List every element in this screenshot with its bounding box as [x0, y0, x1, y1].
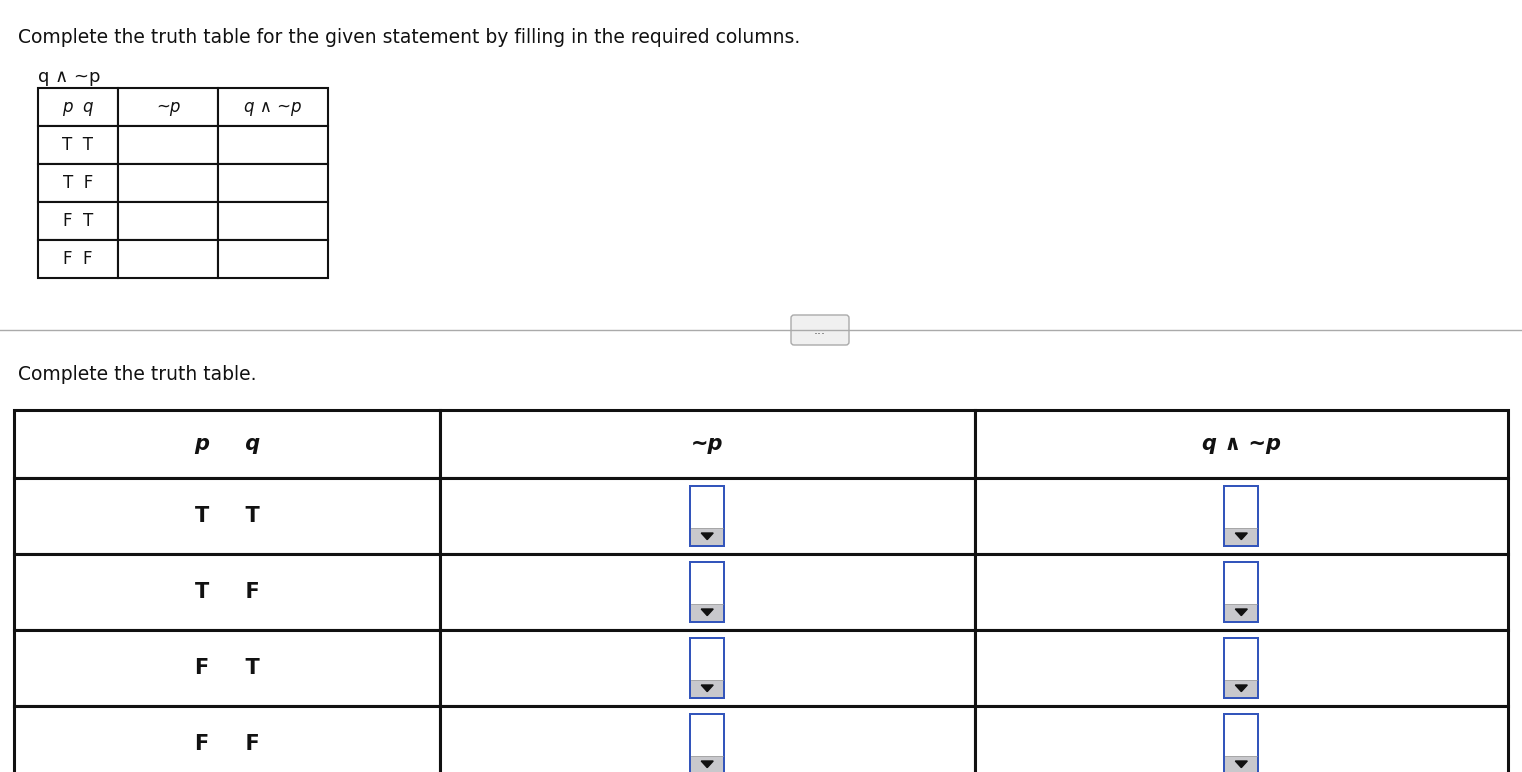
Bar [14, 630, 440, 706]
Bar [691, 756, 723, 772]
Bar [974, 630, 1508, 706]
Bar [974, 410, 1508, 478]
Bar [440, 706, 974, 772]
Text: Complete the truth table.: Complete the truth table. [18, 365, 257, 384]
Bar [691, 527, 723, 545]
Text: ~p: ~p [691, 434, 723, 454]
Bar [14, 478, 440, 554]
Text: Complete the truth table for the given statement by filling in the required colu: Complete the truth table for the given s… [18, 28, 801, 47]
Bar [119, 202, 218, 240]
Bar [1224, 561, 1259, 623]
Bar [14, 410, 440, 478]
Polygon shape [702, 533, 714, 540]
Bar [14, 554, 440, 630]
Text: F  F: F F [64, 250, 93, 268]
Bar [1225, 604, 1257, 621]
Bar [974, 706, 1508, 772]
Bar [689, 637, 724, 699]
Bar [1225, 639, 1257, 679]
Bar [689, 561, 724, 623]
Text: T     T: T T [195, 506, 259, 526]
Text: ~p: ~p [155, 98, 180, 116]
Bar [218, 164, 329, 202]
Bar [691, 679, 723, 697]
Bar [691, 487, 723, 527]
Bar [218, 240, 329, 278]
Bar [1224, 713, 1259, 772]
Bar [974, 478, 1508, 554]
Bar [1225, 563, 1257, 604]
Bar [119, 126, 218, 164]
Bar [691, 604, 723, 621]
Bar [38, 126, 119, 164]
Bar [1225, 715, 1257, 756]
Bar [1224, 637, 1259, 699]
Bar [691, 639, 723, 679]
Bar [218, 126, 329, 164]
Bar [218, 88, 329, 126]
Text: p  q: p q [62, 98, 94, 116]
Bar [119, 240, 218, 278]
Bar [440, 630, 974, 706]
Text: T  T: T T [62, 136, 93, 154]
Text: T     F: T F [195, 582, 259, 602]
Bar [1225, 756, 1257, 772]
Text: F  T: F T [62, 212, 93, 230]
Polygon shape [1236, 685, 1248, 692]
Polygon shape [1236, 761, 1248, 767]
Text: ...: ... [814, 323, 826, 337]
Bar [689, 713, 724, 772]
Polygon shape [1236, 533, 1248, 540]
Bar [38, 240, 119, 278]
Bar [218, 202, 329, 240]
Bar [689, 485, 724, 547]
Polygon shape [702, 609, 714, 615]
Bar [691, 715, 723, 756]
Bar [14, 706, 440, 772]
Bar [974, 554, 1508, 630]
Text: F     T: F T [195, 658, 259, 678]
FancyBboxPatch shape [791, 315, 849, 345]
Bar [440, 410, 974, 478]
Bar [691, 563, 723, 604]
Bar [1225, 487, 1257, 527]
Polygon shape [702, 761, 714, 767]
Bar [38, 202, 119, 240]
Text: q ∧ ~p: q ∧ ~p [38, 68, 100, 86]
Bar [1224, 485, 1259, 547]
Polygon shape [1236, 609, 1248, 615]
Bar [38, 164, 119, 202]
Polygon shape [702, 685, 714, 692]
Text: q ∧ ~p: q ∧ ~p [1202, 434, 1282, 454]
Bar [38, 88, 119, 126]
Bar [119, 88, 218, 126]
Bar [1225, 527, 1257, 545]
Text: p     q: p q [193, 434, 260, 454]
Bar [440, 554, 974, 630]
Bar [119, 164, 218, 202]
Text: T  F: T F [62, 174, 93, 192]
Text: q ∧ ~p: q ∧ ~p [244, 98, 301, 116]
Text: F     F: F F [195, 734, 259, 754]
Bar [440, 478, 974, 554]
Bar [1225, 679, 1257, 697]
